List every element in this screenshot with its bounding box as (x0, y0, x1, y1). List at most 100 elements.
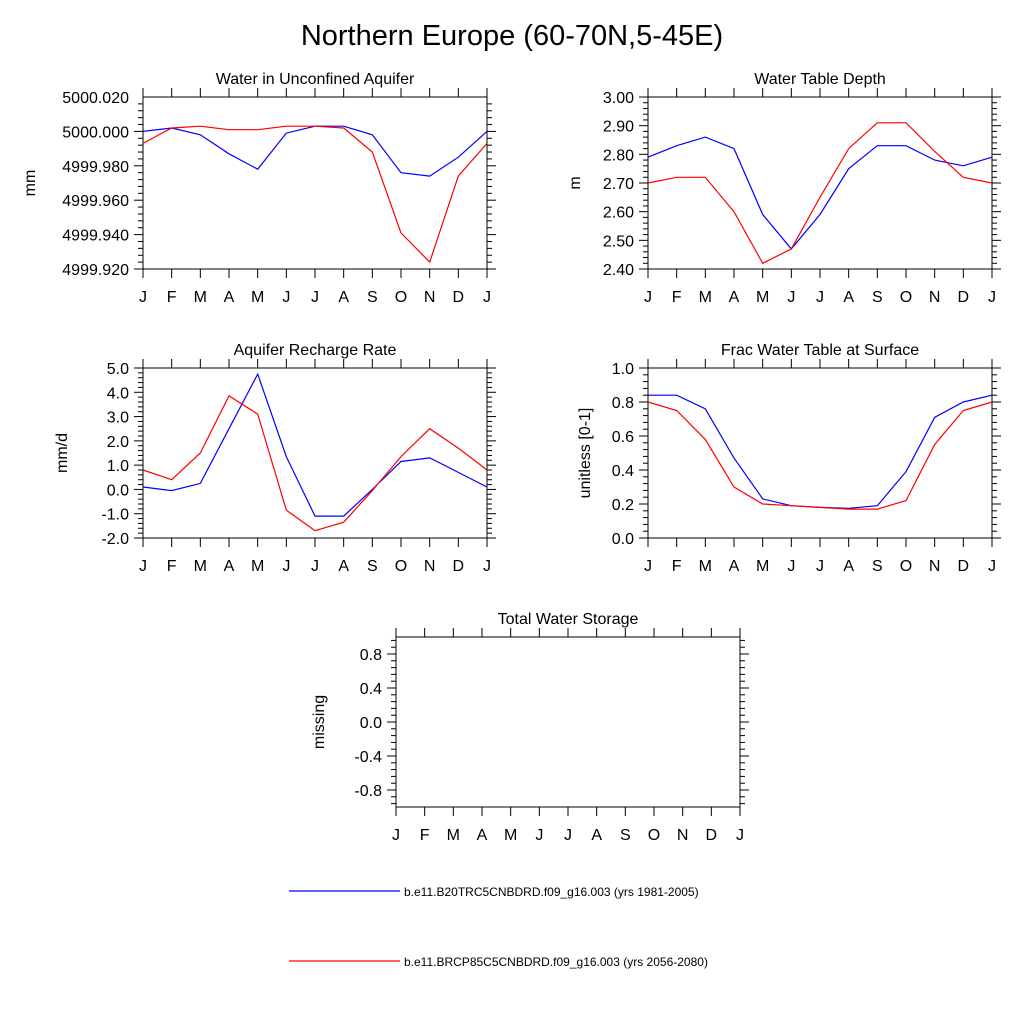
x-tick-label: J (282, 558, 290, 575)
y-axis-label: mm/d (54, 433, 71, 473)
x-tick-label: A (224, 289, 235, 306)
x-tick-label: S (367, 289, 378, 306)
x-tick-label: M (504, 827, 517, 844)
chart-title: Total Water Storage (498, 611, 639, 628)
y-tick-label: 4999.960 (62, 193, 129, 210)
x-tick-label: J (644, 289, 652, 306)
x-tick-label: F (167, 289, 177, 306)
x-tick-label: J (483, 558, 491, 575)
x-tick-label: J (311, 289, 319, 306)
x-tick-label: F (167, 558, 177, 575)
series-line-1 (648, 137, 992, 249)
x-tick-label: J (816, 289, 824, 306)
y-tick-label: 5.0 (107, 361, 129, 378)
y-tick-label: 0.8 (612, 395, 634, 412)
x-tick-label: M (699, 289, 712, 306)
x-tick-label: N (424, 558, 436, 575)
y-tick-label: 0.4 (360, 681, 382, 698)
x-tick-label: D (706, 827, 718, 844)
x-tick-label: D (958, 289, 970, 306)
x-tick-label: J (139, 289, 147, 306)
plot-frame (648, 368, 992, 538)
chart-title: Water in Unconfined Aquifer (216, 71, 415, 88)
x-tick-label: N (677, 827, 689, 844)
chart-panel-2: Water Table Depthm3.002.902.802.702.602.… (567, 71, 1001, 306)
x-tick-label: J (392, 827, 400, 844)
x-tick-label: M (699, 558, 712, 575)
y-axis-label: unitless [0-1] (577, 408, 594, 499)
series-line-1 (143, 126, 487, 176)
x-tick-label: J (988, 289, 996, 306)
x-tick-label: M (447, 827, 460, 844)
plot-frame (648, 97, 992, 269)
x-tick-label: M (194, 289, 207, 306)
x-tick-label: M (756, 289, 769, 306)
y-tick-label: 2.60 (603, 205, 634, 222)
y-tick-label: 2.0 (107, 434, 129, 451)
x-tick-label: A (729, 289, 740, 306)
legend: b.e11.B20TRC5CNBDRD.f09_g16.003 (yrs 198… (289, 885, 708, 969)
y-tick-label: 1.0 (612, 361, 634, 378)
y-tick-label: 3.0 (107, 410, 129, 427)
x-tick-label: F (672, 558, 682, 575)
x-tick-label: J (644, 558, 652, 575)
x-tick-label: A (843, 289, 854, 306)
y-tick-label: -0.4 (354, 749, 382, 766)
y-tick-label: 0.0 (107, 482, 129, 499)
x-tick-label: A (338, 289, 349, 306)
chart-title: Water Table Depth (754, 71, 886, 88)
x-tick-label: A (591, 827, 602, 844)
x-tick-label: O (900, 558, 912, 575)
x-tick-label: N (929, 558, 941, 575)
y-tick-label: 3.00 (603, 90, 634, 107)
x-tick-label: A (338, 558, 349, 575)
x-tick-label: O (395, 289, 407, 306)
series-line-2 (648, 123, 992, 263)
y-tick-label: 2.70 (603, 176, 634, 193)
y-tick-label: 2.80 (603, 147, 634, 164)
y-tick-label: -0.8 (354, 783, 382, 800)
series-line-2 (648, 402, 992, 509)
plot-frame (143, 368, 487, 538)
y-tick-label: 0.2 (612, 497, 634, 514)
y-tick-label: 4999.920 (62, 262, 129, 279)
chart-panel-5: Total Water Storagemissing0.80.40.0-0.4-… (311, 611, 749, 844)
chart-title: Frac Water Table at Surface (721, 342, 919, 359)
x-tick-label: M (194, 558, 207, 575)
y-tick-label: 4.0 (107, 385, 129, 402)
x-tick-label: J (311, 558, 319, 575)
y-tick-label: -2.0 (101, 531, 129, 548)
x-tick-label: J (483, 289, 491, 306)
y-tick-label: 2.50 (603, 233, 634, 250)
series-line-2 (143, 396, 487, 531)
y-axis-label: missing (311, 695, 328, 749)
x-tick-label: D (453, 289, 465, 306)
x-tick-label: S (367, 558, 378, 575)
y-tick-label: 0.8 (360, 647, 382, 664)
x-tick-label: J (816, 558, 824, 575)
x-tick-label: M (251, 558, 264, 575)
figure-title: Northern Europe (60-70N,5-45E) (0, 20, 1024, 53)
x-tick-label: M (251, 289, 264, 306)
y-tick-label: 1.0 (107, 458, 129, 475)
x-tick-label: J (787, 558, 795, 575)
x-tick-label: A (729, 558, 740, 575)
y-axis-label: mm (22, 170, 39, 197)
x-tick-label: O (900, 289, 912, 306)
y-tick-label: -1.0 (101, 507, 129, 524)
y-axis-label: m (567, 176, 584, 189)
y-tick-label: 0.6 (612, 429, 634, 446)
x-tick-label: S (620, 827, 631, 844)
x-tick-label: J (787, 289, 795, 306)
chart-panel-3: Aquifer Recharge Rate mm/d 5.0 4.0 3.0 2.0 1.0… (54, 342, 496, 575)
x-tick-label: M (756, 558, 769, 575)
x-tick-label: A (477, 827, 488, 844)
legend-label-1: b.e11.B20TRC5CNBDRD.f09_g16.003 (yrs 198… (404, 885, 699, 899)
series-line-2 (143, 126, 487, 262)
y-tick-label: 0.0 (612, 531, 634, 548)
chart-title: Aquifer Recharge Rate (234, 342, 397, 359)
x-tick-label: A (843, 558, 854, 575)
chart-panel-1: Water in Unconfined Aquifermm5000.020500… (22, 71, 496, 306)
